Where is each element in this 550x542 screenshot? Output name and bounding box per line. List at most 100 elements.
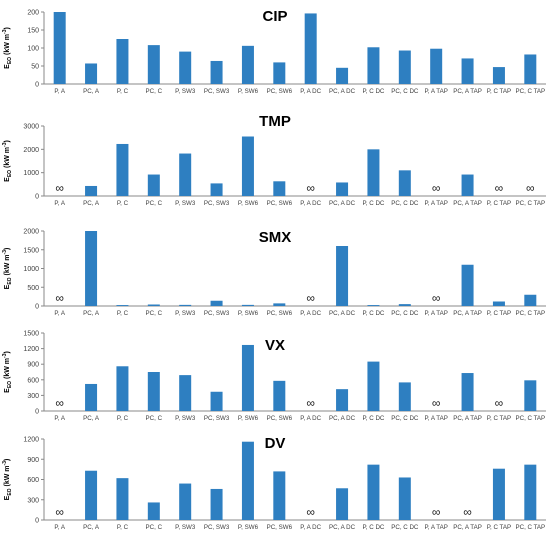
chart-title: CIP [262, 8, 287, 25]
y-tick-label: 1500 [23, 247, 39, 254]
y-tick-label: 300 [27, 497, 39, 504]
x-tick-label: PC, C DC [391, 415, 419, 422]
infinity-marker: ∞ [306, 291, 315, 305]
bar [85, 383, 98, 411]
y-tick-label: 0 [35, 409, 39, 416]
x-tick-label: P, C DC [362, 200, 384, 207]
bar [398, 170, 411, 196]
bar [273, 62, 286, 84]
x-tick-label: PC, SW3 [204, 524, 230, 531]
bar [336, 488, 349, 520]
bar [210, 60, 223, 84]
bar [241, 45, 254, 84]
bar [179, 51, 192, 84]
x-tick-label: P, A [54, 310, 65, 317]
y-axis-label: EEO (kW m-3) [2, 459, 13, 501]
infinity-marker: ∞ [432, 396, 441, 410]
x-tick-label: P, A [54, 524, 65, 531]
bar [367, 47, 380, 84]
x-tick-label: PC, A [83, 524, 100, 531]
y-tick-label: 0 [35, 82, 39, 89]
chart-panel-tmp: TMP 0 1000 2000 3000 EEO (kW m-3) ∞ P, A PC, A P,… [2, 113, 546, 207]
x-tick-label: PC, C TAP [515, 524, 545, 531]
x-tick-label: P, C [117, 524, 129, 531]
infinity-marker: ∞ [306, 396, 315, 410]
bar [179, 375, 192, 411]
x-tick-label: PC, C DC [391, 88, 419, 95]
x-tick-label: P, C DC [362, 310, 384, 317]
x-tick-label: PC, A DC [329, 310, 356, 317]
x-tick-label: P, C [117, 310, 129, 317]
x-tick-label: P, A TAP [424, 524, 447, 531]
x-tick-label: P, A [54, 200, 65, 207]
x-tick-label: P, C TAP [487, 415, 511, 422]
bar [524, 54, 537, 84]
y-tick-label: 300 [27, 393, 39, 400]
bar [116, 39, 129, 84]
x-tick-label: PC, SW6 [267, 310, 293, 317]
bar [524, 464, 537, 520]
chart-panel-cip: CIP 0 50 100 150 200 EEO (kW m-3) P, A PC, A P, C… [2, 8, 546, 95]
bar [367, 149, 380, 196]
infinity-marker: ∞ [55, 181, 64, 195]
x-tick-label: P, A DC [300, 200, 321, 207]
infinity-marker: ∞ [463, 505, 472, 519]
infinity-marker: ∞ [432, 181, 441, 195]
y-tick-label: 3000 [23, 124, 39, 131]
x-tick-label: PC, A TAP [453, 88, 482, 95]
y-axis-label: EEO (kW m-3) [2, 351, 13, 393]
bar [273, 471, 286, 520]
x-tick-label: P, A [54, 88, 65, 95]
bar [210, 300, 223, 306]
bar [147, 502, 160, 520]
x-tick-label: P, SW6 [238, 310, 259, 317]
x-tick-label: PC, A TAP [453, 415, 482, 422]
y-axis-label: EEO (kW m-3) [2, 27, 13, 69]
bar [116, 366, 129, 411]
bar [398, 382, 411, 411]
chart-title: DV [265, 435, 286, 452]
x-tick-label: P, SW6 [238, 88, 259, 95]
x-tick-label: PC, C TAP [515, 310, 545, 317]
x-tick-label: P, A TAP [424, 310, 447, 317]
bar [210, 391, 223, 411]
bar [524, 380, 537, 411]
y-tick-label: 1200 [23, 346, 39, 353]
bar [85, 470, 98, 520]
bar [336, 182, 349, 196]
infinity-marker: ∞ [495, 181, 504, 195]
bar [398, 477, 411, 520]
bar [85, 185, 98, 196]
y-tick-label: 0 [35, 194, 39, 201]
x-tick-label: P, SW6 [238, 524, 259, 531]
y-tick-label: 1500 [23, 331, 39, 338]
x-tick-label: P, SW6 [238, 415, 259, 422]
chart-panel-vx: VX 0 300 600 900 1200 1500 EEO (kW m-3) ∞ P, A PC,… [2, 331, 546, 422]
bar [367, 361, 380, 411]
x-tick-label: P, A [54, 415, 65, 422]
bar [147, 304, 160, 306]
x-tick-label: P, C TAP [487, 200, 511, 207]
chart-panel-smx: SMX 0 500 1000 1500 2000 EEO (kW m-3) ∞ P, A PC, … [2, 229, 546, 317]
bar [461, 373, 474, 411]
chart-title: VX [265, 337, 285, 354]
x-tick-label: PC, C [146, 415, 163, 422]
x-tick-label: PC, A DC [329, 200, 356, 207]
x-tick-label: P, C DC [362, 88, 384, 95]
y-tick-label: 900 [27, 457, 39, 464]
bar [367, 305, 380, 306]
bar [85, 63, 98, 84]
x-tick-label: P, SW3 [175, 415, 196, 422]
x-tick-label: P, SW3 [175, 200, 196, 207]
bar [179, 483, 192, 520]
x-tick-label: P, C TAP [487, 310, 511, 317]
bar [273, 181, 286, 196]
x-tick-label: PC, SW6 [267, 200, 293, 207]
infinity-marker: ∞ [495, 396, 504, 410]
infinity-marker: ∞ [55, 396, 64, 410]
y-tick-label: 2000 [23, 229, 39, 236]
y-tick-label: 1000 [23, 170, 39, 177]
x-tick-label: P, SW3 [175, 310, 196, 317]
bar [179, 153, 192, 196]
